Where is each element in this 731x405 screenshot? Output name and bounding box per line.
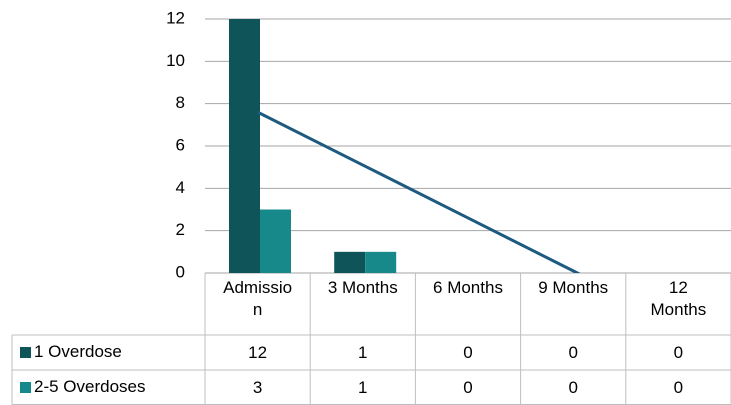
- table-value: 12: [248, 343, 268, 362]
- category-label: 3 Months: [327, 278, 398, 297]
- table-value: 3: [252, 378, 263, 397]
- category-label: 6 Months: [433, 278, 503, 297]
- bar: [229, 19, 260, 273]
- y-tick-label: 10: [166, 51, 185, 70]
- table-value: 0: [568, 343, 578, 362]
- legend-entry: 1 Overdose: [20, 342, 122, 362]
- table-value: 1: [358, 378, 368, 397]
- y-tick-label: 8: [176, 93, 185, 112]
- table-value: 0: [568, 378, 578, 397]
- category-label: 9 Months: [538, 278, 609, 297]
- y-tick-label: 6: [176, 135, 185, 154]
- legend-key: [20, 381, 31, 393]
- table-value: 0: [463, 343, 473, 362]
- table-value: 0: [673, 378, 684, 397]
- bar: [334, 251, 366, 273]
- y-tick-label: 4: [176, 178, 185, 197]
- y-tick-label: 12: [166, 8, 185, 27]
- legend-entry: 2-5 Overdoses: [20, 377, 146, 397]
- y-tick-label: 2: [176, 220, 185, 239]
- bar: [365, 251, 397, 273]
- trendline: [256, 110, 581, 273]
- table-value: 1: [358, 343, 368, 362]
- bar: [260, 209, 291, 273]
- legend-label: 2-5 Overdoses: [34, 377, 146, 396]
- table-value: 0: [463, 378, 473, 397]
- category-label: Admission: [223, 278, 293, 319]
- trendline-group: [256, 110, 581, 273]
- legend-key: [20, 346, 31, 358]
- table-value: 0: [673, 343, 684, 362]
- y-tick-label: 0: [176, 262, 185, 281]
- legend-label: 1 Overdose: [34, 342, 122, 361]
- category-label: 12 Months: [650, 278, 707, 319]
